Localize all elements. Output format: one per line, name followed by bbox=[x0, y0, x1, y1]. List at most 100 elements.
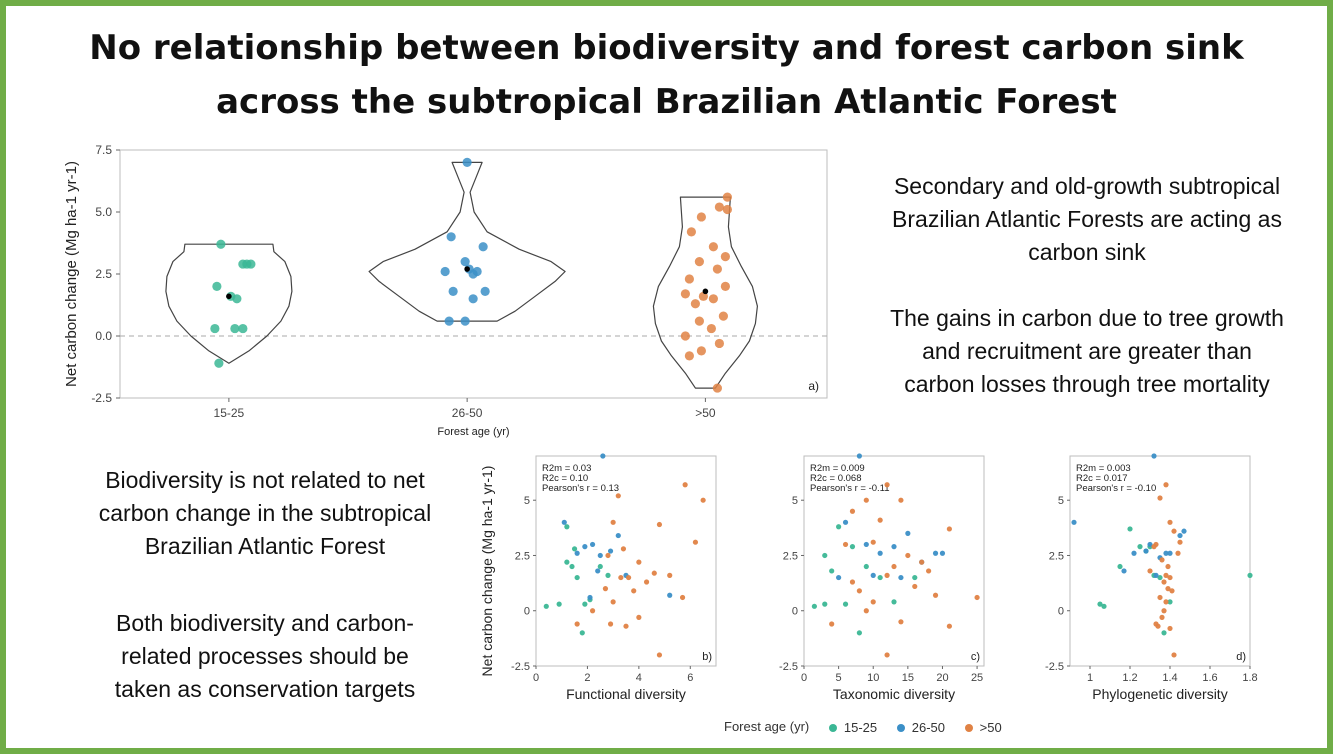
scatter-point->50 bbox=[905, 552, 911, 559]
data-point-26-50 bbox=[460, 257, 470, 267]
scatter-point->50 bbox=[1177, 539, 1183, 545]
data-point->50 bbox=[720, 281, 730, 291]
scatter-point-15-25 bbox=[1101, 603, 1107, 609]
right-p1-line: Brazilian Atlantic Forests are acting as bbox=[892, 206, 1282, 232]
data-point->50 bbox=[696, 212, 706, 222]
scatter-point->50 bbox=[636, 614, 642, 620]
scatter-point->50 bbox=[856, 588, 862, 594]
scatter-point->50 bbox=[631, 588, 637, 594]
y-tick-label: -2.5 bbox=[91, 391, 112, 405]
scatter-point-15-25 bbox=[1161, 630, 1167, 636]
scatter-point-26-50 bbox=[836, 574, 842, 581]
scatter-point->50 bbox=[1175, 550, 1181, 556]
scatter-charts: -2.5 0 2.5 5 0 2 4 6 Functional diversity Net car… bbox=[474, 448, 1264, 713]
scatter-point-26-50 bbox=[1071, 519, 1077, 525]
scatter-point-26-50 bbox=[1143, 548, 1149, 554]
data-point->50 bbox=[690, 299, 700, 309]
data-point-26-50 bbox=[440, 266, 450, 277]
scatter-point-15-25 bbox=[912, 574, 918, 581]
scatter-point->50 bbox=[891, 563, 897, 570]
data-point-26-50 bbox=[460, 316, 470, 326]
scatter-point->50 bbox=[667, 572, 673, 578]
x-tick-label: 6 bbox=[687, 672, 693, 684]
legend: Forest age (yr) 15-25 26-50 >50 bbox=[724, 719, 1002, 735]
violin-chart-a: -2.5 0.0 2.5 5.0 7.5 Net carbon change (Mg ha… bbox=[58, 140, 838, 440]
x-tick-label: 1.4 bbox=[1162, 672, 1177, 684]
x-tick-label: 1.2 bbox=[1122, 672, 1137, 684]
scatter-point->50 bbox=[898, 619, 904, 625]
scatter-point-15-25 bbox=[822, 601, 828, 607]
scatter-point-26-50 bbox=[667, 592, 673, 598]
legend-label: 26-50 bbox=[911, 720, 945, 736]
data-point->50 bbox=[712, 383, 722, 393]
y-tick-label: 5 bbox=[1058, 495, 1064, 507]
scatter-point-26-50 bbox=[1167, 550, 1173, 556]
scatter-point-26-50 bbox=[870, 572, 876, 578]
legend-swatch bbox=[828, 723, 837, 732]
scatter-point->50 bbox=[877, 517, 883, 523]
scatter-point->50 bbox=[1167, 574, 1173, 581]
scatter-point-26-50 bbox=[856, 453, 862, 459]
data-point-15-25 bbox=[210, 323, 220, 334]
scatter-point-15-25 bbox=[1097, 601, 1103, 607]
scatter-point->50 bbox=[615, 493, 621, 499]
panel-label: a) bbox=[808, 379, 819, 393]
scatter-point-26-50 bbox=[891, 544, 897, 550]
scatter-point->50 bbox=[1147, 568, 1153, 574]
scatter-point-26-50 bbox=[842, 519, 849, 525]
scatter-point-15-25 bbox=[842, 601, 849, 607]
scatter-point->50 bbox=[884, 652, 890, 658]
panel-label: d) bbox=[1236, 651, 1246, 663]
left-p1-line: Brazilian Atlantic Forest bbox=[144, 533, 386, 559]
data-point-15-25 bbox=[242, 259, 252, 269]
scatter-point->50 bbox=[946, 526, 952, 532]
scatter-point-15-25 bbox=[811, 603, 817, 609]
x-tick-label: 26-50 bbox=[452, 406, 483, 420]
panel-label: b) bbox=[702, 651, 712, 663]
x-tick-label: 1.6 bbox=[1202, 672, 1217, 684]
scatter-point->50 bbox=[870, 539, 876, 545]
right-p2-line: carbon losses through tree mortality bbox=[904, 371, 1270, 397]
y-tick-label: -2.5 bbox=[1045, 661, 1064, 673]
data-point->50 bbox=[694, 257, 704, 267]
scatter-point-15-25 bbox=[1117, 563, 1123, 570]
scatter-point->50 bbox=[1159, 557, 1165, 563]
scatter-point-26-50 bbox=[600, 453, 606, 459]
scatter-point->50 bbox=[610, 599, 616, 605]
data-point-26-50 bbox=[444, 316, 454, 326]
data-point->50 bbox=[706, 323, 716, 334]
data-point->50 bbox=[684, 351, 694, 361]
legend-label: >50 bbox=[979, 720, 1002, 736]
scatter-point->50 bbox=[1161, 608, 1167, 614]
mean-marker-26-50 bbox=[464, 266, 470, 272]
data-point->50 bbox=[714, 202, 724, 212]
left-p2-line: taken as conservation targets bbox=[114, 676, 416, 702]
y-tick-label: 2.5 bbox=[515, 550, 530, 562]
scatter-point-15-25 bbox=[571, 546, 578, 552]
scatter-point->50 bbox=[1157, 495, 1163, 501]
legend-title: Forest age (yr) bbox=[724, 719, 810, 734]
y-axis-label: Net carbon change (Mg ha-1 yr-1) bbox=[63, 161, 80, 387]
x-tick-label: 4 bbox=[636, 672, 642, 684]
stats-label: R2m = 0.009 bbox=[810, 463, 865, 474]
y-tick-label: 7.5 bbox=[95, 143, 112, 157]
legend-swatch bbox=[896, 723, 905, 732]
scatter-point->50 bbox=[884, 572, 890, 578]
x-tick-label: 25 bbox=[971, 672, 983, 684]
scatter-point->50 bbox=[610, 519, 616, 525]
y-tick-label: 0 bbox=[792, 606, 798, 618]
scatter-point-15-25 bbox=[1137, 544, 1143, 550]
violin-chart-svg: -2.5 0.0 2.5 5.0 7.5 Net carbon change (Mg ha… bbox=[63, 143, 828, 438]
stats-label: R2m = 0.03 bbox=[542, 463, 591, 474]
scatter-point->50 bbox=[863, 608, 869, 614]
scatter-point->50 bbox=[932, 592, 939, 598]
scatter-point->50 bbox=[620, 546, 627, 552]
scatter-point->50 bbox=[1169, 588, 1175, 594]
scatter-point->50 bbox=[625, 574, 632, 581]
right-paragraph-1: Secondary and old-growth subtropical Bra… bbox=[842, 170, 1332, 269]
scatter-point-26-50 bbox=[615, 532, 621, 539]
legend-item-gt50: >50 bbox=[964, 719, 1002, 736]
scatter-point-26-50 bbox=[898, 574, 904, 581]
